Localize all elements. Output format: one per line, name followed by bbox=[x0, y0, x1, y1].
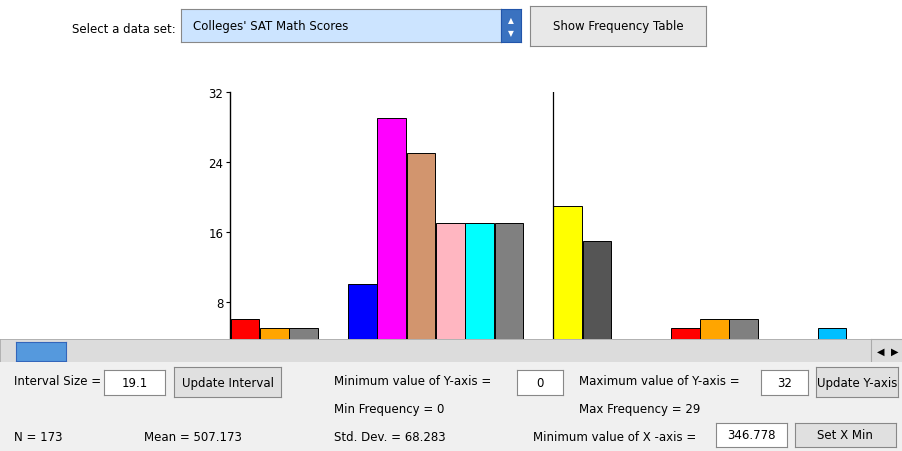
Text: Mean = 507.173: Mean = 507.173 bbox=[144, 430, 242, 442]
Text: ▶: ▶ bbox=[890, 346, 897, 356]
Text: Max Frequency = 29: Max Frequency = 29 bbox=[578, 403, 699, 415]
Text: Minimum value of X -axis =: Minimum value of X -axis = bbox=[532, 430, 695, 442]
Bar bbox=[612, 354, 640, 372]
Bar bbox=[436, 224, 465, 372]
Bar bbox=[230, 320, 259, 372]
Text: 32: 32 bbox=[777, 376, 791, 389]
Text: Update Interval: Update Interval bbox=[181, 376, 273, 389]
Text: N = 173: N = 173 bbox=[14, 430, 62, 442]
Text: Show Frequency Table: Show Frequency Table bbox=[552, 20, 683, 33]
Text: ▼: ▼ bbox=[508, 28, 513, 37]
Bar bbox=[377, 119, 406, 372]
Text: Select a data set:: Select a data set: bbox=[72, 23, 176, 36]
Bar bbox=[260, 328, 289, 372]
Text: ▲: ▲ bbox=[508, 16, 513, 25]
Bar bbox=[758, 354, 787, 372]
Text: Std. Dev. = 68.283: Std. Dev. = 68.283 bbox=[334, 430, 446, 442]
Text: Colleges' SAT Math Scores: Colleges' SAT Math Scores bbox=[193, 20, 348, 33]
Text: Set X Min: Set X Min bbox=[816, 428, 872, 442]
Bar bbox=[846, 354, 875, 372]
Text: Minimum value of Y-axis =: Minimum value of Y-axis = bbox=[334, 375, 491, 387]
Bar bbox=[699, 320, 728, 372]
Text: ◀: ◀ bbox=[876, 346, 884, 356]
Bar bbox=[582, 241, 611, 372]
Bar bbox=[347, 285, 376, 372]
Text: 19.1: 19.1 bbox=[121, 376, 148, 389]
Text: Maximum value of Y-axis =: Maximum value of Y-axis = bbox=[578, 375, 739, 387]
Bar bbox=[670, 328, 699, 372]
Text: Min Frequency = 0: Min Frequency = 0 bbox=[334, 403, 444, 415]
Bar bbox=[465, 224, 493, 372]
Bar bbox=[553, 206, 582, 372]
Text: Interval Size =: Interval Size = bbox=[14, 375, 100, 387]
Bar bbox=[816, 328, 845, 372]
Text: 0: 0 bbox=[536, 376, 543, 389]
Text: Update Y-axis: Update Y-axis bbox=[815, 376, 897, 389]
Bar bbox=[289, 328, 318, 372]
Bar bbox=[494, 224, 523, 372]
Bar bbox=[729, 320, 758, 372]
X-axis label: Average SAT Math Score: Average SAT Math Score bbox=[461, 397, 644, 410]
Text: 346.778: 346.778 bbox=[726, 428, 775, 442]
Bar bbox=[406, 154, 435, 372]
